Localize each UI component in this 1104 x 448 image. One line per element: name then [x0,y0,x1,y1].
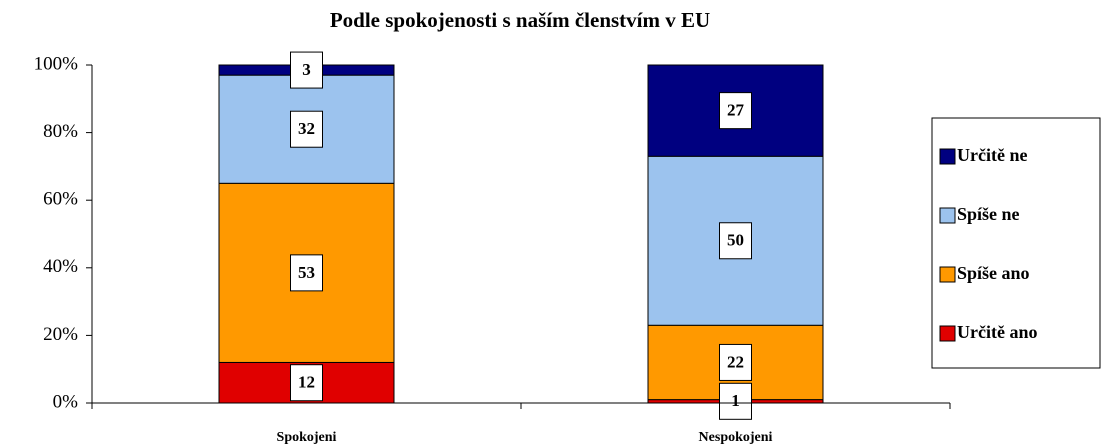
legend-label: Určitě ne [957,145,1027,165]
legend-label: Určitě ano [957,322,1037,342]
data-label: 1 [731,391,740,410]
y-tick-label: 60% [43,189,78,210]
legend-label: Spíše ne [957,204,1020,224]
data-label-box [719,343,752,381]
data-label-box [290,51,323,89]
data-label-box [719,222,752,260]
data-label: 22 [727,352,744,371]
y-tick-label: 40% [43,256,78,277]
legend-swatch [939,325,956,342]
legend-swatch [939,266,956,283]
data-label: 53 [298,263,315,282]
data-label: 27 [727,101,745,120]
legend-box [931,117,1101,369]
data-label: 32 [298,119,315,138]
x-tick-label: Spokojeni [277,430,337,445]
chart-title: Podle spokojenosti s naším členstvím v E… [330,8,710,32]
data-label-box [719,92,752,130]
data-label: 3 [302,60,311,79]
y-tick-label: 20% [43,324,78,345]
y-tick-label: 0% [53,391,79,412]
y-tick-label: 80% [43,121,78,142]
data-label-box [290,364,323,402]
legend-swatch [939,148,956,165]
data-label-box [290,110,323,148]
data-label: 50 [727,231,744,250]
data-label-box [719,382,752,420]
x-tick-label: Nespokojeni [699,430,773,445]
y-tick-label: 100% [34,53,79,74]
data-label: 12 [298,373,315,392]
data-label-box [290,254,323,292]
legend-swatch [939,207,956,224]
legend-label: Spíše ano [957,263,1030,283]
